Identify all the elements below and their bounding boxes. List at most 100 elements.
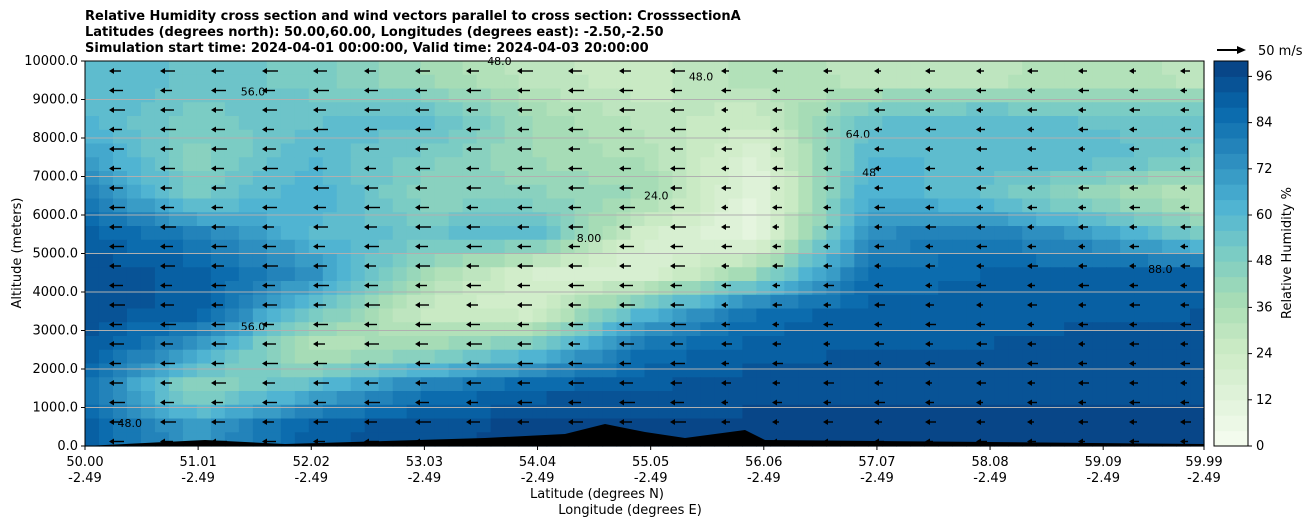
heatmap-cell	[308, 253, 324, 268]
wind-vector-arrowhead	[721, 165, 726, 172]
heatmap-cell	[126, 239, 142, 255]
wind-vector-arrowhead	[1027, 126, 1032, 133]
heatmap-cell	[1176, 308, 1191, 323]
heatmap-cell	[266, 349, 282, 365]
wind-vector-arrowhead	[364, 399, 369, 406]
heatmap-cell	[532, 363, 548, 378]
heatmap-cell	[518, 404, 534, 420]
heatmap-cell	[420, 418, 436, 433]
wind-vector-arrowhead	[670, 224, 675, 230]
heatmap-cell	[1078, 212, 1093, 227]
heatmap-cell	[826, 294, 841, 310]
heatmap-cell	[1050, 377, 1065, 392]
heatmap-cell	[126, 363, 142, 378]
heatmap-cell	[994, 129, 1009, 145]
heatmap-cell	[490, 418, 506, 433]
heatmap-cell	[826, 129, 841, 145]
heatmap-cell	[1008, 363, 1023, 378]
wind-vector-arrowhead	[1129, 438, 1134, 445]
heatmap-cell	[952, 198, 967, 213]
heatmap-cell	[294, 404, 310, 420]
wind-vector-arrowhead	[1129, 341, 1134, 347]
heatmap-cell	[462, 116, 478, 131]
wind-vector-arrowhead	[160, 263, 165, 269]
wind-vector-arrowhead	[721, 243, 726, 250]
heatmap-cell	[728, 363, 744, 378]
heatmap-cell	[434, 322, 450, 337]
heatmap-cell	[798, 267, 813, 282]
heatmap-cell	[1078, 349, 1093, 365]
wind-reference-key: 50 m/s	[1217, 44, 1303, 59]
heatmap-cell	[140, 61, 156, 76]
wind-vector-arrowhead	[568, 165, 573, 172]
heatmap-cell	[1134, 226, 1149, 241]
heatmap-cell	[85, 226, 100, 241]
wind-vector-arrowhead	[313, 263, 318, 269]
heatmap-cell	[112, 432, 128, 447]
wind-vector-arrowhead	[1129, 380, 1134, 386]
heatmap-cell	[588, 61, 604, 76]
heatmap-cell	[1092, 349, 1107, 365]
heatmap-cell	[896, 267, 911, 282]
heatmap-cell	[686, 171, 702, 186]
heatmap-cell	[1120, 377, 1135, 392]
wind-vector-arrowhead	[109, 68, 114, 74]
heatmap-cell	[1148, 322, 1163, 337]
heatmap-cell	[168, 184, 184, 200]
heatmap-cell	[868, 391, 883, 406]
heatmap-cell	[812, 418, 827, 433]
wind-vector-arrowhead	[364, 282, 369, 289]
heatmap-cell	[700, 157, 716, 172]
heatmap-cell	[504, 226, 520, 241]
wind-vector-arrowhead	[1180, 243, 1185, 250]
heatmap-cell	[742, 336, 757, 351]
wind-vector-arrowhead	[874, 380, 879, 386]
wind-vector-arrowhead	[823, 380, 828, 386]
heatmap-cell	[896, 129, 911, 145]
heatmap-cell	[924, 294, 939, 310]
heatmap-cell	[406, 116, 422, 131]
heatmap-cell	[658, 143, 674, 158]
heatmap-cell	[658, 102, 674, 117]
heatmap-cell	[490, 88, 506, 103]
colorbar-level	[1214, 138, 1248, 154]
heatmap-cell	[994, 281, 1009, 296]
heatmap-cell	[1106, 281, 1121, 296]
heatmap-cell	[840, 239, 855, 255]
wind-vector-arrowhead	[160, 68, 165, 74]
heatmap-cell	[210, 143, 226, 158]
heatmap-cell	[112, 391, 128, 406]
heatmap-cell	[322, 418, 338, 433]
heatmap-cell	[364, 294, 380, 310]
wind-vector-arrowhead	[262, 87, 267, 94]
heatmap-cell	[700, 336, 716, 351]
heatmap-cell	[490, 226, 506, 241]
wind-vector-arrowhead	[517, 380, 522, 386]
heatmap-cell	[1190, 322, 1205, 337]
wind-vector-arrowhead	[568, 68, 573, 74]
heatmap-cell	[490, 294, 506, 310]
wind-vector-arrowhead	[1027, 360, 1032, 367]
wind-vector-arrowhead	[976, 126, 981, 133]
heatmap-cell	[854, 157, 869, 172]
heatmap-cell	[826, 212, 841, 227]
wind-vector-arrowhead	[772, 68, 777, 74]
heatmap-cell	[966, 253, 981, 268]
chart-title-line-2: Latitudes (degrees north): 50.00,60.00, …	[85, 25, 664, 40]
heatmap-cell	[924, 281, 939, 296]
wind-vector-arrowhead	[466, 204, 471, 211]
heatmap-cell	[1148, 239, 1163, 255]
heatmap-cell	[938, 281, 953, 296]
heatmap-cell	[85, 308, 100, 323]
wind-vector-arrowhead	[517, 87, 522, 94]
heatmap-cell	[406, 377, 422, 392]
heatmap-cell	[798, 198, 813, 213]
heatmap-cell	[728, 171, 744, 186]
heatmap-cell	[518, 391, 534, 406]
heatmap-cell	[392, 239, 408, 255]
heatmap-cell	[812, 129, 827, 145]
heatmap-cell	[462, 253, 478, 268]
heatmap-cell	[434, 143, 450, 158]
wind-vector-arrowhead	[1078, 282, 1083, 289]
heatmap-cell	[1162, 212, 1177, 227]
